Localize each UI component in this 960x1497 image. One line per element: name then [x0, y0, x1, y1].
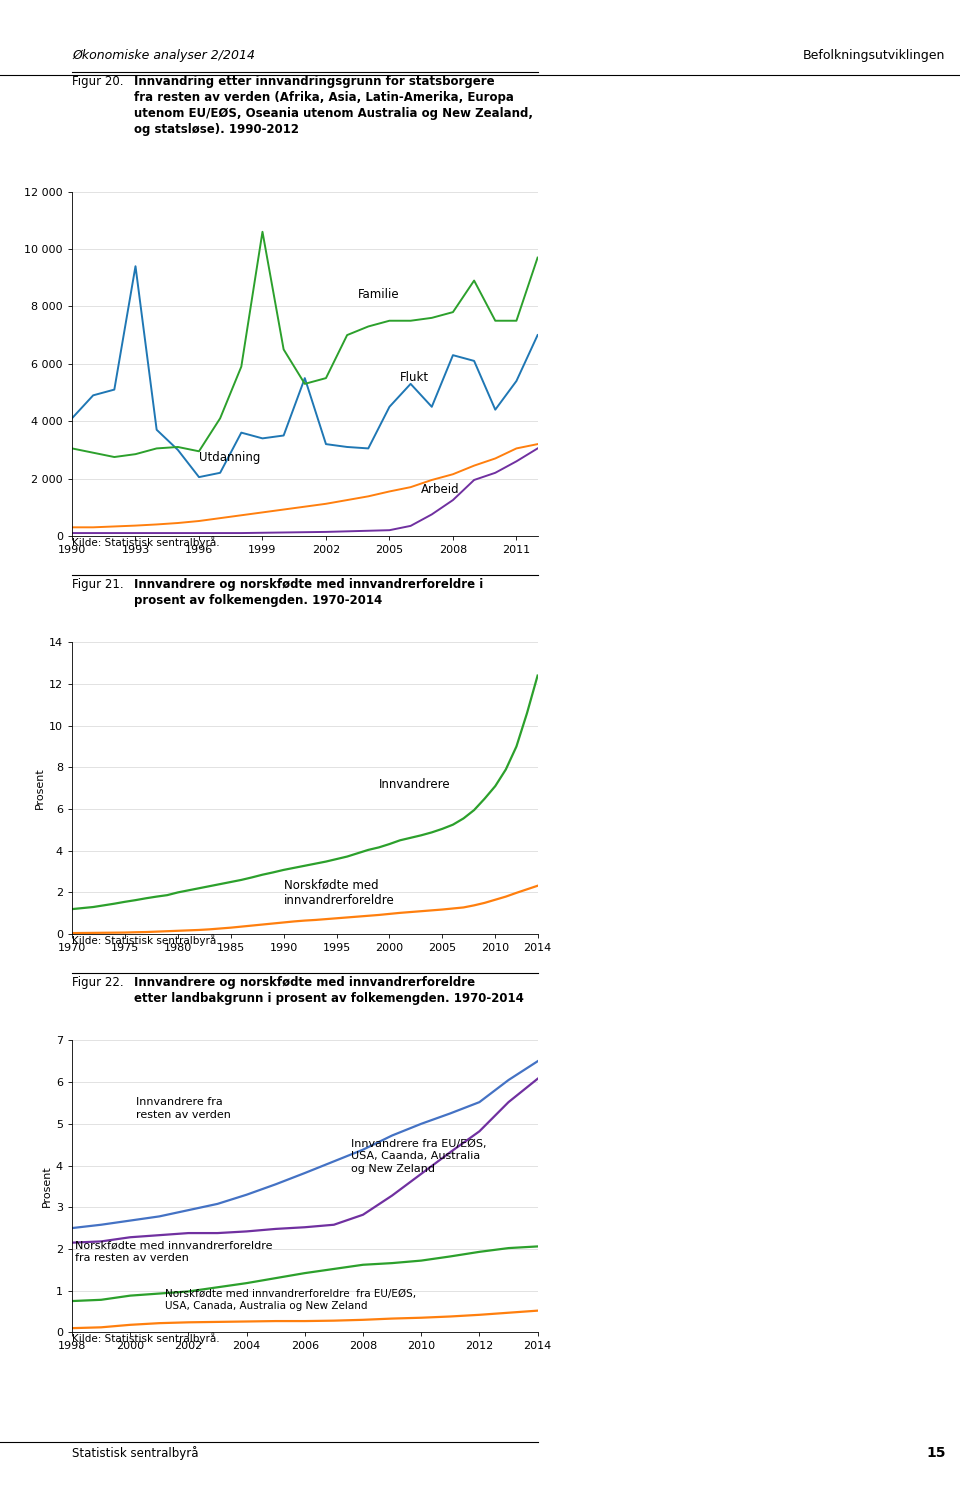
Text: Arbeid: Arbeid [421, 484, 460, 496]
Text: Kilde: Statistisk sentralbyrå.: Kilde: Statistisk sentralbyrå. [72, 536, 220, 548]
Text: Innvandring etter innvandringsgrunn for statsborgere
fra resten av verden (Afrik: Innvandring etter innvandringsgrunn for … [134, 75, 534, 136]
Y-axis label: Prosent: Prosent [41, 1166, 52, 1207]
Text: Norskfødte med
innvandrerforeldre: Norskfødte med innvandrerforeldre [283, 879, 395, 907]
Text: Statistisk sentralbyrå: Statistisk sentralbyrå [72, 1446, 199, 1460]
Text: Figur 22.: Figur 22. [72, 976, 128, 990]
Y-axis label: Prosent: Prosent [35, 768, 45, 808]
Text: Familie: Familie [358, 287, 399, 301]
Text: Befolkningsutviklingen: Befolkningsutviklingen [804, 49, 946, 63]
Text: Økonomiske analyser 2/2014: Økonomiske analyser 2/2014 [72, 49, 255, 63]
Text: Innvandrere og norskfødte med innvandrerforeldre i
prosent av folkemengden. 1970: Innvandrere og norskfødte med innvandrer… [134, 578, 484, 606]
Text: Flukt: Flukt [400, 371, 429, 385]
Text: Figur 20.: Figur 20. [72, 75, 128, 88]
Text: Utdanning: Utdanning [199, 451, 260, 464]
Text: Figur 21.: Figur 21. [72, 578, 128, 591]
Text: Innvandrere: Innvandrere [379, 778, 450, 792]
Text: Innvandrere og norskfødte med innvandrerforeldre
etter landbakgrunn i prosent av: Innvandrere og norskfødte med innvandrer… [134, 976, 524, 1004]
Text: Norskfødte med innvandrerforeldre  fra EU/EØS,
USA, Canada, Australia og New Zel: Norskfødte med innvandrerforeldre fra EU… [165, 1289, 417, 1311]
Text: Norskfødte med innvandrerforeldre
fra resten av verden: Norskfødte med innvandrerforeldre fra re… [75, 1240, 273, 1262]
Text: Innvandrere fra EU/EØS,
USA, Caanda, Australia
og New Zeland: Innvandrere fra EU/EØS, USA, Caanda, Aus… [351, 1139, 487, 1174]
Text: Innvandrere fra
resten av verden: Innvandrere fra resten av verden [136, 1097, 231, 1120]
Text: Kilde: Statistisk sentralbyrå.: Kilde: Statistisk sentralbyrå. [72, 1332, 220, 1344]
Text: 15: 15 [926, 1446, 946, 1460]
Text: Kilde: Statistisk sentralbyrå.: Kilde: Statistisk sentralbyrå. [72, 934, 220, 946]
